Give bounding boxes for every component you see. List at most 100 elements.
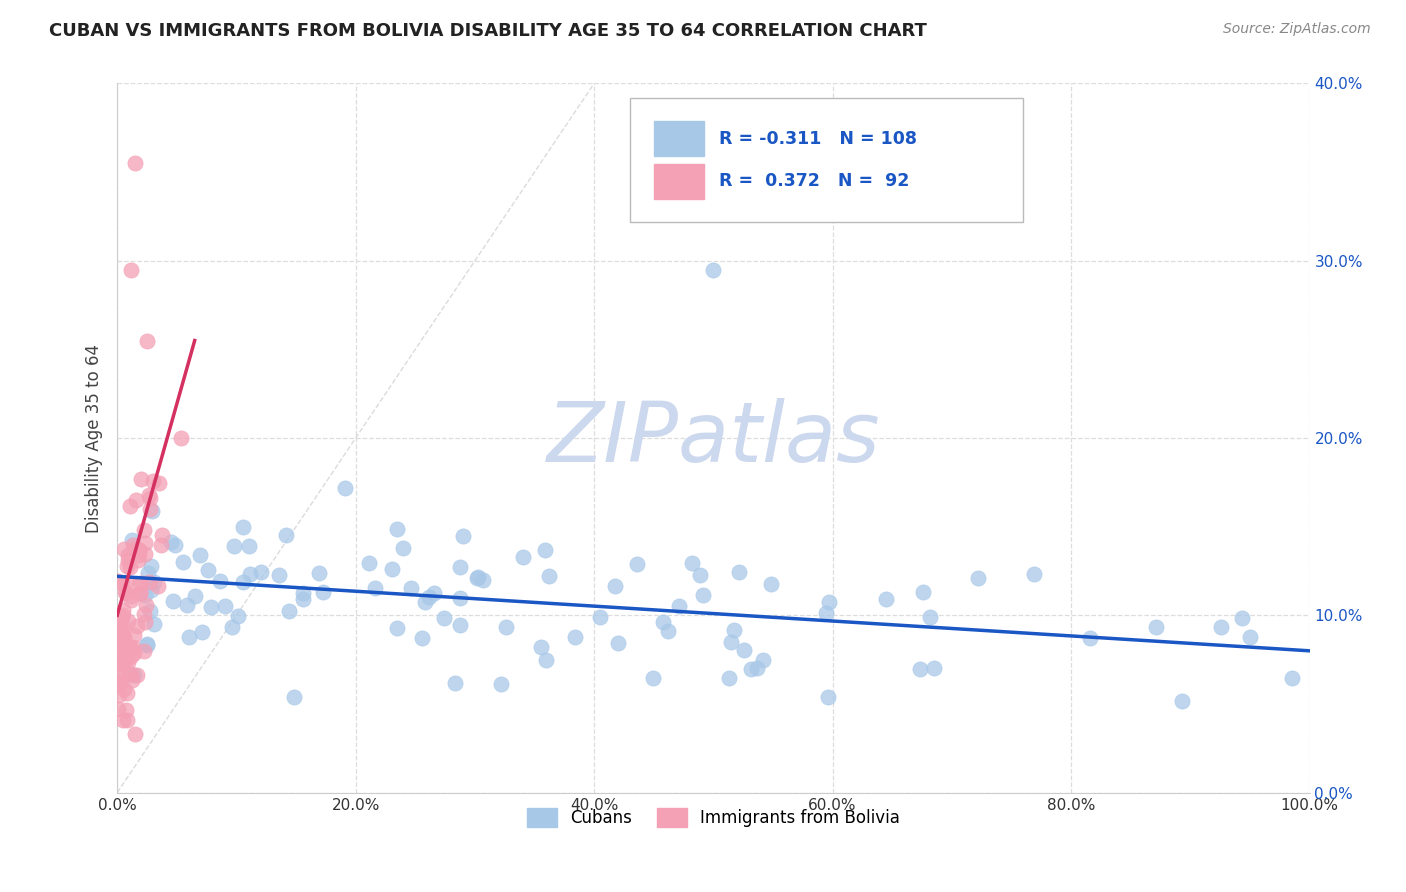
Point — [107, 665, 129, 680]
Point — [723, 623, 745, 637]
Point — [136, 566, 159, 581]
Point — [128, 576, 150, 591]
Point — [177, 630, 200, 644]
Point — [112, 646, 135, 660]
Point — [141, 504, 163, 518]
Point — [761, 577, 783, 591]
Point — [134, 536, 156, 550]
Point — [124, 667, 146, 681]
Text: CUBAN VS IMMIGRANTS FROM BOLIVIA DISABILITY AGE 35 TO 64 CORRELATION CHART: CUBAN VS IMMIGRANTS FROM BOLIVIA DISABIL… — [49, 22, 927, 40]
Point — [747, 661, 769, 675]
Point — [817, 690, 839, 704]
Point — [107, 626, 129, 640]
Point — [128, 585, 150, 599]
Point — [110, 631, 132, 645]
Point — [112, 627, 135, 641]
Point — [142, 474, 165, 488]
Point — [495, 620, 517, 634]
Point — [530, 640, 553, 655]
Point — [291, 586, 314, 600]
Point — [1281, 671, 1303, 685]
Point — [443, 676, 465, 690]
Point — [107, 677, 129, 691]
Point — [449, 560, 471, 574]
Point — [238, 539, 260, 553]
Point — [534, 543, 557, 558]
FancyBboxPatch shape — [630, 97, 1024, 222]
Point — [162, 594, 184, 608]
Point — [108, 673, 131, 688]
Point — [449, 618, 471, 632]
Point — [110, 641, 132, 656]
Point — [818, 595, 841, 609]
Point — [190, 624, 212, 639]
Point — [128, 543, 150, 558]
Point — [115, 586, 138, 600]
Point — [114, 584, 136, 599]
Point — [641, 671, 664, 685]
Point — [134, 588, 156, 602]
Point — [120, 642, 142, 657]
Point — [111, 713, 134, 727]
Point — [110, 615, 132, 629]
Text: Source: ZipAtlas.com: Source: ZipAtlas.com — [1223, 22, 1371, 37]
Point — [118, 499, 141, 513]
Point — [134, 615, 156, 629]
Point — [226, 609, 249, 624]
Point — [423, 585, 446, 599]
Point — [239, 567, 262, 582]
Point — [139, 502, 162, 516]
Point — [222, 539, 245, 553]
FancyBboxPatch shape — [654, 121, 704, 156]
Point — [277, 604, 299, 618]
Point — [626, 558, 648, 572]
Point — [467, 569, 489, 583]
Point — [176, 598, 198, 612]
Text: R = -0.311   N = 108: R = -0.311 N = 108 — [720, 129, 917, 148]
Y-axis label: Disability Age 35 to 64: Disability Age 35 to 64 — [86, 343, 103, 533]
Point — [139, 582, 162, 597]
Point — [433, 611, 456, 625]
Point — [1239, 630, 1261, 644]
Point — [112, 682, 135, 697]
Point — [733, 643, 755, 657]
Point — [117, 655, 139, 669]
Point — [489, 677, 512, 691]
Point — [740, 662, 762, 676]
Point — [135, 599, 157, 613]
Point — [411, 631, 433, 645]
Point — [717, 672, 740, 686]
Point — [728, 565, 751, 579]
Point — [112, 630, 135, 644]
Point — [129, 472, 152, 486]
Point — [111, 653, 134, 667]
Point — [121, 673, 143, 687]
Point — [681, 556, 703, 570]
Point — [381, 562, 404, 576]
Point — [107, 702, 129, 716]
Point — [276, 528, 298, 542]
Point — [118, 559, 141, 574]
Point — [127, 553, 149, 567]
Point — [115, 574, 138, 589]
Point — [165, 537, 187, 551]
Point — [1078, 631, 1101, 645]
Point — [184, 589, 207, 603]
Point — [142, 575, 165, 590]
Point — [139, 558, 162, 573]
Point — [117, 548, 139, 562]
Point — [689, 567, 711, 582]
Point — [110, 621, 132, 635]
Point — [564, 630, 586, 644]
Point — [908, 662, 931, 676]
Point — [1209, 620, 1232, 634]
Point — [108, 689, 131, 703]
Point — [720, 635, 742, 649]
Point — [117, 552, 139, 566]
Point — [124, 156, 146, 170]
Point — [911, 584, 934, 599]
Point — [112, 608, 135, 623]
Point — [121, 262, 143, 277]
Point — [451, 528, 474, 542]
Point — [312, 585, 335, 599]
